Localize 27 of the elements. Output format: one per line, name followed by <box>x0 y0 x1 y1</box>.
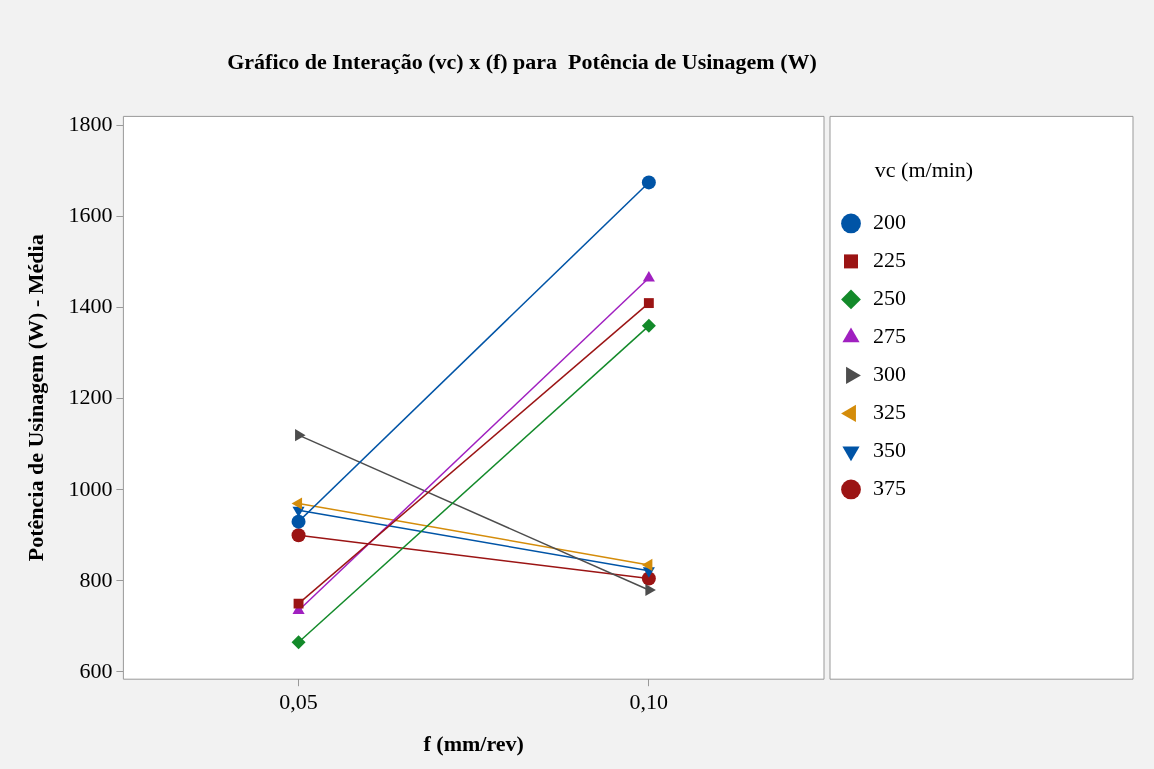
y-tick-label: 1800 <box>68 111 113 137</box>
x-tick-label: 0,05 <box>279 689 318 715</box>
point <box>291 514 306 529</box>
point <box>643 298 654 309</box>
y-tick-label: 600 <box>79 657 113 683</box>
legend-label: 200 <box>873 209 906 235</box>
x-axis-title: f (mm/rev) <box>423 731 524 757</box>
legend-label: 250 <box>873 285 906 311</box>
legend-label: 225 <box>873 247 906 273</box>
point <box>641 175 656 190</box>
y-tick-label: 1600 <box>68 202 113 228</box>
y-tick-label: 1200 <box>68 384 113 410</box>
y-tick-label: 1400 <box>68 293 113 319</box>
x-tick-label: 0,10 <box>629 689 669 715</box>
legend-label: 350 <box>873 437 906 463</box>
y-tick-label: 800 <box>79 566 113 592</box>
legend-label: 325 <box>873 399 906 425</box>
y-axis-title: Potência de Usinagem (W) - Média <box>22 234 48 562</box>
point <box>291 528 306 543</box>
legend-label: 375 <box>873 475 906 501</box>
legend-title: vc (m/min) <box>874 156 974 182</box>
legend-label: 275 <box>873 323 906 349</box>
chart-title: Gráfico de Interação (vc) x (f) para Potência de Usinagem (W) <box>227 48 817 74</box>
point <box>291 635 306 650</box>
y-tick-label: 1000 <box>68 475 113 501</box>
point <box>641 318 656 333</box>
legend-label: 300 <box>873 361 906 387</box>
